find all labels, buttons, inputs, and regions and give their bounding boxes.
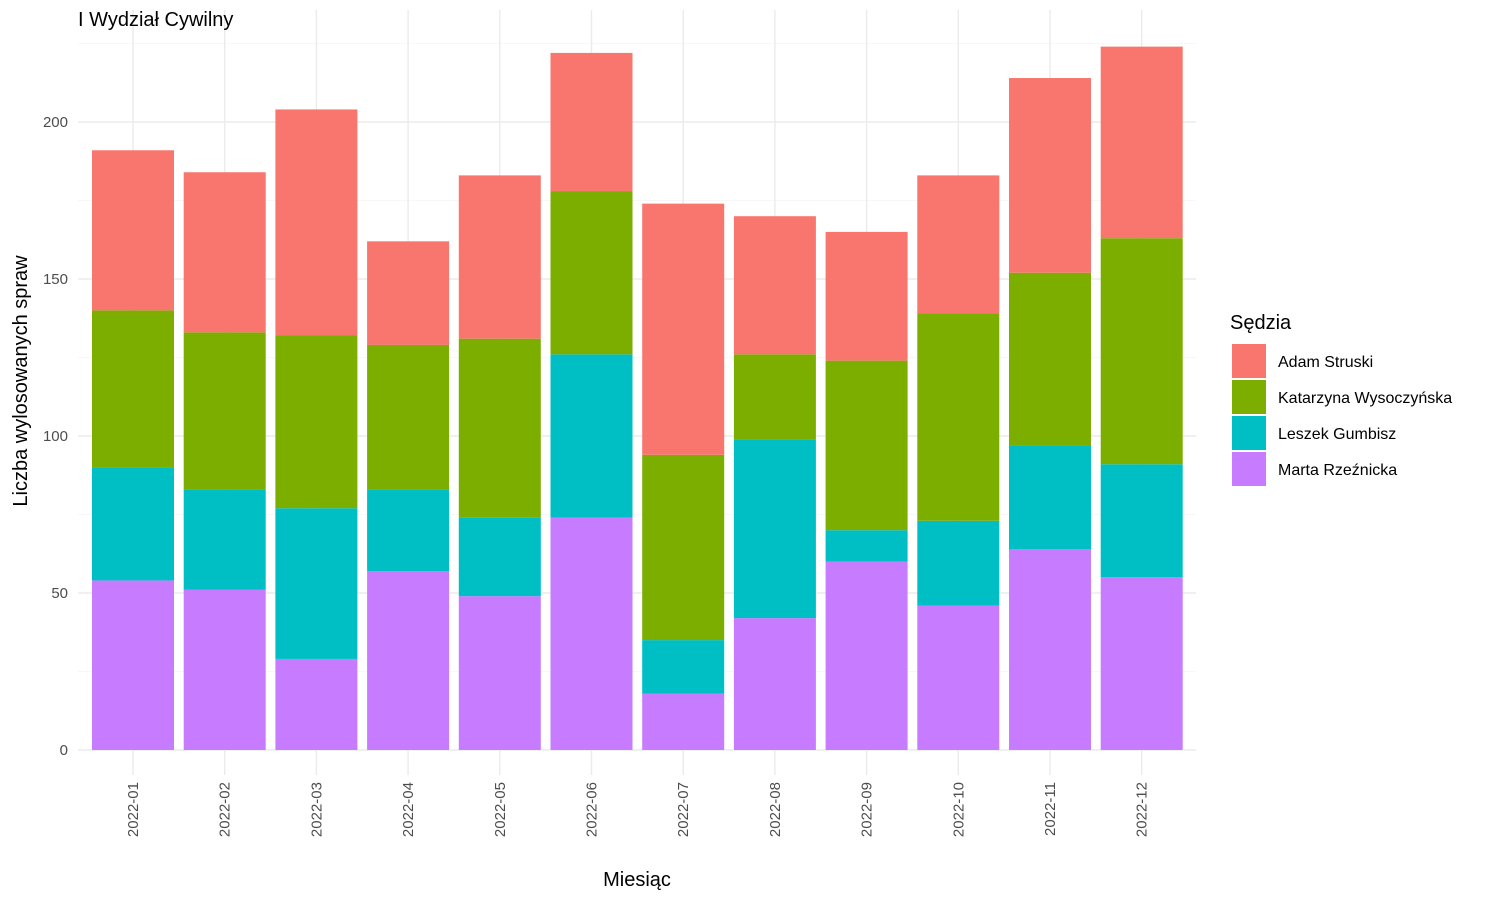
x-axis-ticks: 2022-01 2022-02 2022-03 2022-04 2022-05 2022-… (125, 782, 1151, 837)
bar-segment (1100, 464, 1183, 578)
bar-segment (275, 508, 358, 659)
legend-title: Sędzia (1230, 312, 1292, 334)
y-axis-title: Liczba wylosowanych spraw (10, 255, 32, 507)
bar-segment (367, 344, 450, 490)
bar-segment (733, 439, 816, 619)
bar-segment (1100, 577, 1183, 750)
legend-key (1232, 380, 1266, 414)
bar-segment (825, 530, 908, 562)
bar-segment (183, 489, 266, 590)
y-tick-label: 0 (60, 742, 68, 759)
bar-segment (733, 618, 816, 750)
y-axis-ticks: 0 50 100 150 200 (43, 114, 68, 759)
bar-segment (917, 313, 1000, 521)
bar-segment (1009, 272, 1091, 446)
bar-segment (275, 109, 358, 336)
bar-segment (458, 175, 541, 339)
bar-segment (367, 489, 450, 572)
x-tick-label: 2022-11 (1042, 782, 1059, 836)
legend-key (1232, 344, 1266, 378)
legend-label: Katarzyna Wysoczyńska (1278, 390, 1452, 407)
bar-segment (917, 520, 1000, 606)
bar-segment (642, 693, 725, 750)
bar-segment (825, 561, 908, 750)
legend-label: Adam Struski (1278, 354, 1373, 371)
legend-key (1232, 452, 1266, 486)
legend: Sędzia Adam Struski Katarzyna Wysoczyńska… (1230, 312, 1452, 486)
bar-segment (92, 310, 174, 468)
legend-label: Leszek Gumbisz (1278, 426, 1396, 443)
bar-segment (1100, 46, 1183, 239)
y-tick-label: 150 (43, 271, 68, 288)
bar-segment (550, 191, 633, 355)
bar-segment (92, 150, 174, 311)
bar-segment (642, 640, 725, 694)
bars (92, 46, 1183, 750)
x-tick-label: 2022-02 (217, 782, 234, 837)
bar-segment (733, 354, 816, 440)
bar-segment (917, 175, 1000, 314)
bar-segment (1100, 238, 1183, 465)
bar-segment (1009, 445, 1091, 550)
x-tick-label: 2022-09 (859, 782, 876, 837)
legend-key (1232, 416, 1266, 450)
bar-segment (183, 589, 266, 750)
bar-segment (917, 605, 1000, 750)
bar-segment (458, 517, 541, 597)
x-tick-label: 2022-04 (400, 782, 417, 837)
bar-segment (550, 52, 633, 192)
x-tick-label: 2022-10 (950, 782, 967, 837)
bar-segment (550, 354, 633, 518)
bar-segment (275, 335, 358, 509)
x-tick-label: 2022-01 (125, 782, 142, 837)
bar-segment (1009, 549, 1091, 750)
bar-segment (92, 467, 174, 581)
bar-segment (642, 454, 725, 641)
y-tick-label: 50 (51, 585, 68, 602)
bar-segment (183, 172, 266, 333)
bar-segment (642, 203, 725, 455)
bar-segment (1009, 78, 1091, 273)
x-axis-title: Miesiąc (603, 869, 671, 891)
bar-segment (183, 332, 266, 490)
x-tick-label: 2022-12 (1134, 782, 1151, 837)
bar-segment (367, 241, 450, 345)
x-tick-label: 2022-07 (675, 782, 692, 837)
bar-segment (825, 231, 908, 361)
bar-segment (825, 360, 908, 531)
bar-segment (92, 580, 174, 750)
bar-segment (458, 338, 541, 518)
x-tick-label: 2022-05 (492, 782, 509, 837)
chart-title: I Wydział Cywilny (78, 9, 233, 31)
bar-segment (550, 517, 633, 750)
bar-segment (458, 596, 541, 750)
bar-segment (733, 216, 816, 355)
y-tick-label: 100 (43, 428, 68, 445)
x-tick-label: 2022-03 (308, 782, 325, 837)
bar-segment (367, 571, 450, 750)
legend-label: Marta Rzeźnicka (1278, 462, 1397, 479)
bar-segment (275, 658, 358, 750)
y-tick-label: 200 (43, 114, 68, 131)
x-tick-label: 2022-06 (584, 782, 601, 837)
x-tick-label: 2022-08 (767, 782, 784, 837)
